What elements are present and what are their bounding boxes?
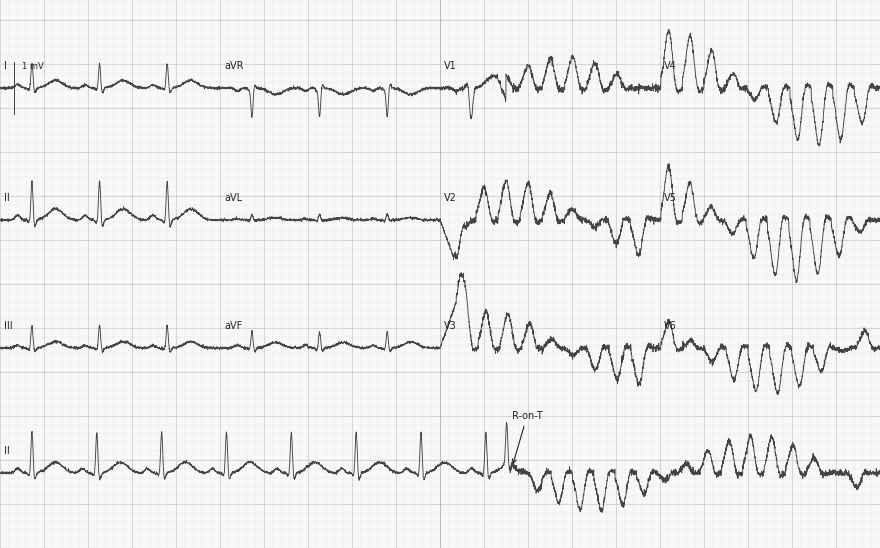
- Text: III: III: [4, 321, 12, 331]
- Text: V1: V1: [444, 61, 457, 71]
- Text: V5: V5: [664, 193, 677, 203]
- Text: II: II: [4, 446, 10, 456]
- Text: aVR: aVR: [224, 61, 244, 71]
- Text: V2: V2: [444, 193, 457, 203]
- Text: V3: V3: [444, 321, 457, 331]
- Text: aVF: aVF: [224, 321, 242, 331]
- Text: aVL: aVL: [224, 193, 242, 203]
- Text: 1 mV: 1 mV: [22, 61, 44, 71]
- Text: V6: V6: [664, 321, 677, 331]
- Text: V4: V4: [664, 61, 677, 71]
- Text: II: II: [4, 193, 10, 203]
- Text: I: I: [4, 61, 7, 71]
- Text: R-on-T: R-on-T: [511, 411, 542, 463]
